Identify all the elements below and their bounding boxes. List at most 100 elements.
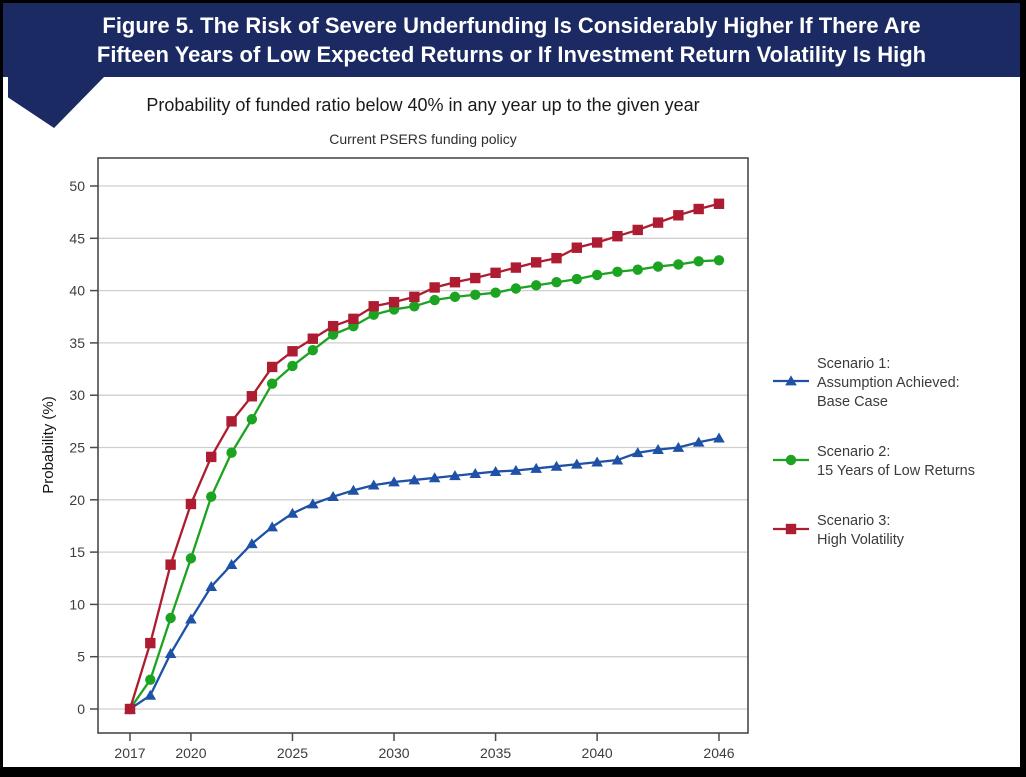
data-point-triangle [388,476,400,487]
series-scenario-3 [124,198,725,715]
legend-square-icon [773,523,809,534]
data-point-circle [693,256,704,267]
data-point-circle [531,280,542,291]
data-point-triangle [713,432,725,443]
y-tick-label: 0 [77,701,85,717]
data-point-circle [673,259,684,270]
legend-label-line: Base Case [817,394,888,410]
data-point-circle [145,674,156,685]
data-point-square [206,451,217,463]
data-point-circle [409,301,420,312]
data-point-circle [551,277,562,288]
y-tick-label: 10 [69,596,85,612]
legend-triangle-icon [773,375,809,386]
data-point-square [673,210,684,221]
data-point-triangle [591,456,603,467]
data-point-circle [591,269,603,281]
data-point-circle [368,309,379,320]
data-point-triangle [306,498,319,509]
data-point-circle [713,255,725,266]
chart-legend: Scenario 1: Assumption Achieved: Base Case… [771,355,1020,581]
data-point-circle [510,283,522,294]
data-point-square [531,257,542,268]
data-point-circle [287,360,298,372]
data-point-square [266,361,278,373]
data-point-square [490,267,501,279]
legend-item-scenario-1: Scenario 1: Assumption Achieved: Base Case [771,355,1020,412]
data-point-circle [632,264,643,275]
x-tick-label: 2020 [175,745,206,761]
data-point-circle [266,378,278,389]
data-point-triangle [550,460,563,471]
data-point-circle [429,294,440,306]
chart-subtitle: Probability of funded ratio below 40% in… [146,95,700,115]
data-point-square [551,252,562,264]
legend-label-line: Assumption Achieved: [817,375,960,391]
legend-label-scenario-3: Scenario 3: High Volatility [817,512,904,550]
data-point-circle [327,329,339,340]
legend-circle-icon [773,454,809,465]
banner-fold-triangle [8,77,104,128]
x-tick-label: 2035 [480,745,511,761]
legend-label-line: 15 Years of Low Returns [817,463,975,479]
data-point-triangle [449,470,461,481]
x-tick-label: 2046 [703,745,734,761]
figure-title-line1: Figure 5. The Risk of Severe Underfundin… [102,13,921,38]
x-tick-label: 2030 [378,745,409,761]
data-point-square [591,237,603,248]
data-point-triangle [672,441,685,452]
data-point-square [785,523,797,534]
data-point-circle [652,261,664,272]
y-tick-label: 30 [69,387,85,403]
y-tick-label: 35 [69,335,85,351]
data-point-circle [571,273,583,285]
data-point-square [246,391,258,402]
data-point-triangle [327,491,339,502]
x-tick-label: 2040 [582,745,613,761]
data-point-circle [449,291,461,303]
series-scenario-2 [124,255,725,715]
data-point-circle [246,414,258,425]
y-tick-label: 20 [69,492,85,508]
data-point-square [632,224,643,236]
data-point-circle [165,612,176,624]
data-point-square [327,320,339,332]
y-tick-label: 50 [69,178,85,194]
data-point-square [165,559,176,570]
legend-marker [771,521,817,542]
data-point-triangle [225,559,238,570]
data-point-triangle [286,507,299,518]
data-point-triangle [347,484,360,495]
data-point-square [388,296,400,308]
data-point-square [429,282,440,293]
data-point-triangle [611,454,624,465]
data-point-triangle [692,436,705,447]
figure-title-line2: Fifteen Years of Low Expected Returns or… [96,42,927,67]
legend-label-line: Scenario 3: [817,513,891,529]
data-point-square [368,301,379,312]
y-axis-label: Probability (%) [40,396,57,494]
legend-label-line: High Volatility [817,532,905,548]
data-point-triangle [530,462,542,473]
y-tick-label: 5 [77,649,85,665]
data-point-square [409,291,420,303]
data-point-circle [185,553,197,564]
y-tick-label: 15 [69,544,85,560]
data-point-circle [490,287,501,298]
data-point-circle [206,491,217,502]
data-point-triangle [489,465,502,476]
data-point-circle [612,266,623,277]
legend-label-line: Scenario 1: [817,356,891,372]
data-point-triangle [164,647,177,658]
data-point-square [470,272,481,284]
line-scenario-2 [129,259,720,710]
data-point-square [287,346,298,357]
data-point-triangle [785,375,797,386]
legend-item-scenario-2: Scenario 2: 15 Years of Low Returns [771,443,1020,481]
data-point-triangle [205,581,218,592]
data-point-square [145,637,156,649]
series-scenario-1 [124,432,725,714]
data-point-triangle [631,447,644,458]
